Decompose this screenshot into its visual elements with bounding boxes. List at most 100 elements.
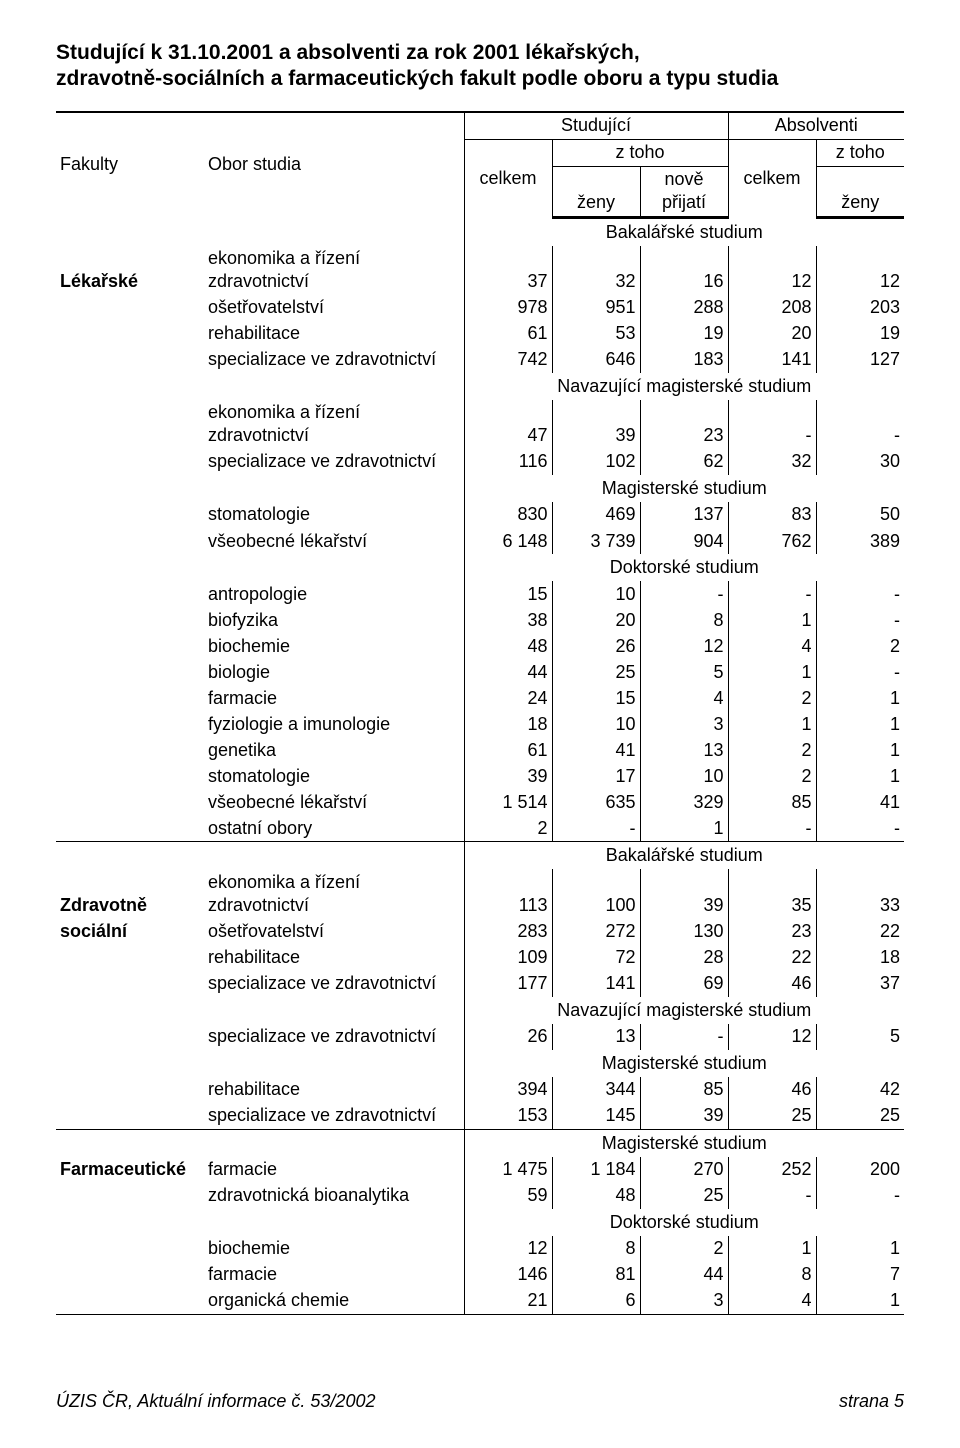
cell: 19 — [816, 321, 904, 347]
cell: 53 — [552, 321, 640, 347]
row-label: specializace ve zdravotnictví — [204, 1024, 464, 1050]
section-magisterske-3: Magisterské studium — [464, 1129, 904, 1157]
title-line-1: Studující k 31.10.2001 a absolventi za r… — [56, 41, 640, 64]
cell: 39 — [464, 763, 552, 789]
cell: 635 — [552, 789, 640, 815]
cell: 283 — [464, 918, 552, 944]
cell: 6 — [552, 1288, 640, 1315]
cell: 1 — [816, 1288, 904, 1315]
cell: - — [728, 581, 816, 607]
cell: 25 — [552, 659, 640, 685]
cell: 127 — [816, 347, 904, 373]
cell: - — [728, 815, 816, 842]
section-magisterske: Magisterské studium — [464, 475, 904, 502]
hdr-obor: Obor studia — [204, 112, 464, 218]
cell: 50 — [816, 502, 904, 528]
row-label: farmacie — [204, 1157, 464, 1183]
cell: 85 — [728, 789, 816, 815]
cell: 12 — [728, 1024, 816, 1050]
row-label: rehabilitace — [204, 1077, 464, 1103]
cell: 39 — [640, 1103, 728, 1130]
row-label: stomatologie — [204, 502, 464, 528]
section-bakalarske: Bakalářské studium — [464, 217, 904, 246]
cell: 252 — [728, 1157, 816, 1183]
row-label: fyziologie a imunologie — [204, 711, 464, 737]
cell: 39 — [640, 869, 728, 918]
cell: 61 — [464, 321, 552, 347]
cell: 141 — [552, 971, 640, 997]
cell: 646 — [552, 347, 640, 373]
row-label: specializace ve zdravotnictví — [204, 1103, 464, 1130]
cell: 1 — [816, 685, 904, 711]
cell: 26 — [464, 1024, 552, 1050]
cell: 20 — [728, 321, 816, 347]
cell: 46 — [728, 971, 816, 997]
cell: 42 — [816, 1077, 904, 1103]
cell: - — [728, 1183, 816, 1209]
cell: 30 — [816, 449, 904, 475]
faculty-lekarske: Lékařské — [56, 246, 204, 295]
cell: 72 — [552, 945, 640, 971]
row-label: organická chemie — [204, 1288, 464, 1315]
cell: 177 — [464, 971, 552, 997]
cell: 32 — [552, 246, 640, 295]
page-title: Studující k 31.10.2001 a absolventi za r… — [56, 40, 904, 93]
cell: 59 — [464, 1183, 552, 1209]
cell: 41 — [816, 789, 904, 815]
cell: 35 — [728, 869, 816, 918]
cell: - — [816, 815, 904, 842]
cell: 18 — [816, 945, 904, 971]
hdr-ztoho-2: z toho — [816, 139, 904, 166]
row-label: specializace ve zdravotnictví — [204, 449, 464, 475]
cell: 48 — [552, 1183, 640, 1209]
cell: 2 — [464, 815, 552, 842]
section-magisterske-2: Magisterské studium — [464, 1050, 904, 1077]
cell: 16 — [640, 246, 728, 295]
cell: 8 — [728, 1262, 816, 1288]
cell: 6 148 — [464, 528, 552, 554]
row-label: zdravotnická bioanalytika — [204, 1183, 464, 1209]
cell: 141 — [728, 347, 816, 373]
cell: 10 — [552, 711, 640, 737]
cell: 32 — [728, 449, 816, 475]
cell: 762 — [728, 528, 816, 554]
row-label: rehabilitace — [204, 321, 464, 347]
cell: 1 — [728, 1236, 816, 1262]
cell: 102 — [552, 449, 640, 475]
cell: 153 — [464, 1103, 552, 1130]
hdr-nove: nově přijatí — [640, 166, 728, 217]
cell: 3 739 — [552, 528, 640, 554]
cell: 113 — [464, 869, 552, 918]
hdr-celkem-2: celkem — [728, 139, 816, 217]
cell: 5 — [640, 659, 728, 685]
cell: 100 — [552, 869, 640, 918]
cell: 1 514 — [464, 789, 552, 815]
cell: 15 — [552, 685, 640, 711]
cell: 288 — [640, 295, 728, 321]
cell: 270 — [640, 1157, 728, 1183]
cell: - — [640, 581, 728, 607]
cell: 389 — [816, 528, 904, 554]
title-line-2: zdravotně-sociálních a farmaceutických f… — [56, 67, 778, 90]
cell: 23 — [728, 918, 816, 944]
cell: 39 — [552, 400, 640, 449]
cell: 37 — [464, 246, 552, 295]
row-label: farmacie — [204, 685, 464, 711]
section-navazujici: Navazující magisterské studium — [464, 373, 904, 400]
row-label: ostatní obory — [204, 815, 464, 842]
cell: 8 — [640, 607, 728, 633]
cell: 329 — [640, 789, 728, 815]
page-footer: ÚZIS ČR, Aktuální informace č. 53/2002 s… — [56, 1391, 904, 1412]
cell: 22 — [816, 918, 904, 944]
hdr-zeny-1: ženy — [552, 166, 640, 217]
cell: 85 — [640, 1077, 728, 1103]
cell: 25 — [728, 1103, 816, 1130]
row-label: ošetřovatelství — [204, 295, 464, 321]
cell: - — [816, 659, 904, 685]
cell: 1 — [640, 815, 728, 842]
row-label: ekonomika a řízení zdravotnictví — [204, 400, 464, 449]
hdr-ztoho-1: z toho — [552, 139, 728, 166]
hdr-celkem-1: celkem — [464, 139, 552, 217]
row-label: antropologie — [204, 581, 464, 607]
cell: 183 — [640, 347, 728, 373]
